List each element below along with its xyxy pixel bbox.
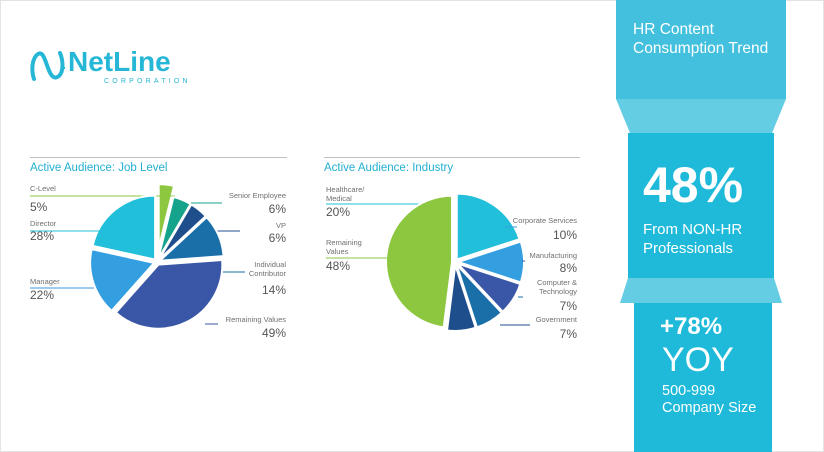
industry-label-corporate-services: Corporate Services (513, 216, 577, 225)
industry-chart-title: Active Audience: Industry (324, 162, 454, 174)
job-level-value-vp: 6% (269, 231, 287, 245)
yoy-growth-value: +78% (660, 313, 723, 340)
job-level-slice-remaining-values (114, 258, 224, 330)
job-level-title-rule (30, 157, 287, 158)
netline-logo: NetLine CORPORATION (28, 46, 188, 90)
logo-subtitle: CORPORATION (104, 78, 191, 85)
job-level-label-individual-contributor: Individual Contributor (249, 260, 287, 278)
job-level-slice-vp (158, 203, 208, 261)
job-level-label-director: Director (30, 219, 57, 228)
industry-slice-healthcare-medical (455, 192, 521, 261)
job-level-slice-manager (89, 247, 157, 313)
yoy-label: YOY (662, 341, 734, 379)
job-level-slice-director (91, 194, 157, 261)
job-level-label-vp: VP (276, 221, 286, 230)
industry-slice-computer-technology (455, 263, 504, 329)
industry-value-manufacturing: 8% (560, 261, 578, 275)
industry-label-manufacturing: Manufacturing (529, 251, 577, 260)
industry-value-government: 7% (560, 327, 578, 341)
job-level-value-remaining-values: 49% (262, 326, 286, 340)
industry-slice-manufacturing (456, 262, 522, 314)
non-hr-stat-text: From NON-HR Professionals (643, 221, 743, 257)
industry-slice-corporate-services (454, 240, 525, 284)
hr-trend-heading: HR Content Consumption Trend (633, 21, 769, 57)
industry-value-healthcare-medical: 20% (326, 205, 350, 219)
logo-name: NetLine (68, 46, 171, 77)
job-level-value-senior-employee: 6% (269, 202, 287, 216)
job-level-value-individual-contributor: 14% (262, 283, 286, 297)
industry-label-computer-technology: Computer & Technology (537, 278, 577, 296)
industry-value-corporate-services: 10% (553, 228, 577, 242)
industry-label-healthcare-medical: Healthcare/Medical (326, 185, 365, 203)
industry-slice-remaining-values (385, 194, 454, 329)
industry-value-computer-technology: 7% (560, 299, 578, 313)
industry-label-remaining-values: Remaining Values (326, 238, 362, 256)
industry-label-government: Government (536, 315, 578, 324)
industry-title-rule (324, 157, 580, 158)
industry-slice-government (445, 264, 477, 332)
job-level-value-manager: 22% (30, 288, 54, 302)
hr-trend-panel (616, 0, 786, 452)
netline-logo-mark-icon (30, 51, 66, 81)
hr-trend-panel-shape (616, 0, 786, 452)
company-size-text: 500-999 Company Size (662, 383, 757, 416)
job-level-chart-title: Active Audience: Job Level (30, 162, 168, 174)
job-level-label-manager: Manager (30, 277, 60, 286)
job-level-value-director: 28% (30, 229, 54, 243)
job-level-slice-individual-contributor (156, 215, 225, 263)
industry-value-remaining-values: 48% (326, 259, 350, 273)
job-level-slice-c-level (157, 183, 176, 249)
job-level-label-c-level: C-Level (30, 184, 56, 193)
non-hr-stat-value: 48% (643, 157, 744, 213)
job-level-label-senior-employee: Senior Employee (229, 191, 286, 200)
job-level-value-c-level: 5% (30, 200, 48, 214)
job-level-label-remaining-values: Remaining Values (226, 315, 287, 324)
